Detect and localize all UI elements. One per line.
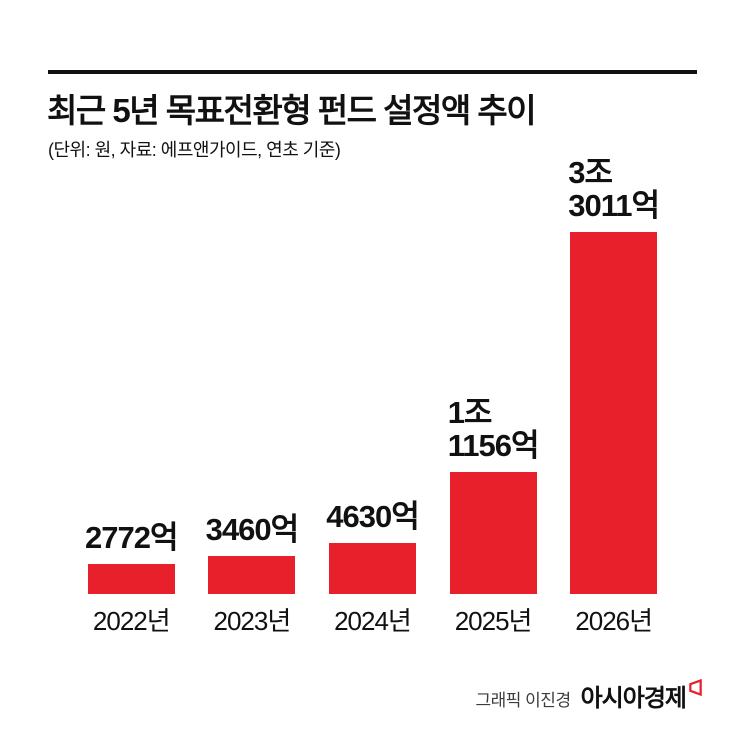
footer-credit-row: 그래픽 이진경 아시아경제 (476, 678, 703, 713)
bar-column-2026: 3조 3011억 2026년 (553, 156, 674, 636)
bar (328, 543, 416, 594)
x-axis-tick-label: 2024년 (334, 606, 412, 636)
bar-column-2022: 2772억 2022년 (71, 156, 192, 636)
x-axis-tick-label: 2022년 (92, 606, 171, 636)
chart-subtitle-note: (단위: 원, 자료: 에프앤가이드, 연초 기준) (48, 140, 341, 160)
bar-column-2024: 4630억 2024년 (312, 156, 433, 636)
x-axis-tick-label: 2023년 (213, 606, 292, 636)
x-axis-tick-label: 2026년 (575, 606, 653, 636)
bar-chart: 2772억 2022년 3460억 2023년 4630억 2024년 1조 1156억 20… (71, 156, 674, 636)
bar-value-label: 3460억 (205, 511, 299, 547)
bar (208, 556, 296, 594)
bar (87, 564, 175, 594)
bar (449, 472, 537, 594)
bar-value-label: 3조 3011억 (568, 154, 660, 223)
bar-column-2023: 3460억 2023년 (192, 156, 313, 636)
bar-value-label: 4630억 (326, 498, 419, 534)
bar-value-label: 2772억 (85, 519, 178, 555)
bar (570, 232, 658, 594)
top-rule-divider (48, 70, 697, 74)
brand-name: 아시아경제 (580, 685, 687, 712)
bar-value-label: 1조 1156억 (447, 394, 540, 463)
chart-title: 최근 5년 목표전환형 펀드 설정액 추이 (47, 92, 537, 129)
bar-column-2025: 1조 1156억 2025년 (433, 156, 554, 636)
graphic-credit: 그래픽 이진경 (475, 691, 572, 710)
asiae-flag-icon (689, 679, 702, 696)
x-axis-tick-label: 2025년 (454, 606, 533, 636)
